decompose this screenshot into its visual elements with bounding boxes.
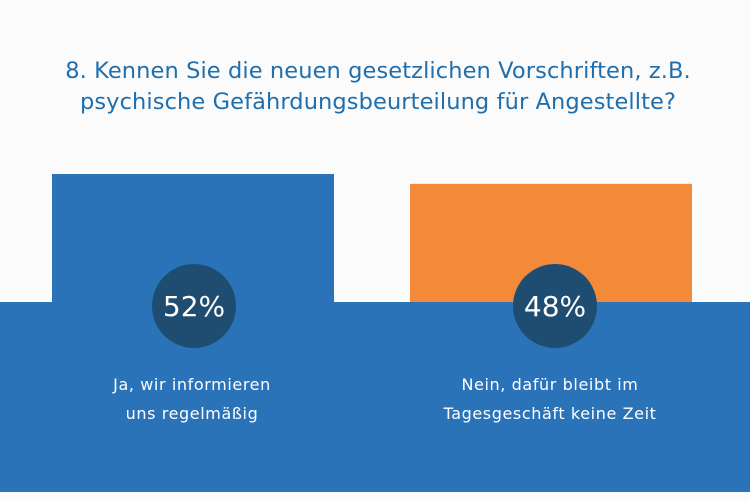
category-label-no: Nein, dafür bleibt im Tagesgeschäft kein… (420, 370, 680, 428)
category-label-yes-line-1: Ja, wir informieren (113, 375, 271, 394)
bottom-band (0, 302, 750, 492)
category-label-no-line-2: Tagesgeschäft keine Zeit (443, 404, 657, 423)
category-label-yes-line-2: uns regelmäßig (125, 404, 259, 423)
category-label-no-line-1: Nein, dafür bleibt im (461, 375, 639, 394)
chart-title-line-2: psychische Gefährdungsbeurteilung für An… (79, 89, 677, 115)
value-circle-no (513, 264, 597, 348)
bars (52, 174, 692, 303)
value-badges: 52% 48% (152, 264, 597, 348)
chart-title-line-1: 8. Kennen Sie die neuen gesetzlichen Vor… (65, 58, 691, 84)
value-circle-yes (152, 264, 236, 348)
value-label-no: 48% (524, 290, 586, 323)
value-label-yes: 52% (163, 290, 225, 323)
category-label-yes: Ja, wir informieren uns regelmäßig (62, 370, 322, 428)
chart-title: 8. Kennen Sie die neuen gesetzlichen Vor… (28, 56, 728, 118)
